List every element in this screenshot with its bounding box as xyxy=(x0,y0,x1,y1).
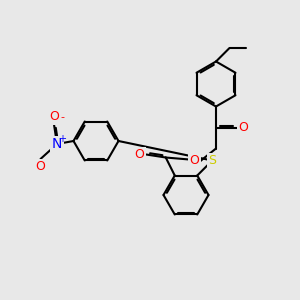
Text: O: O xyxy=(239,121,248,134)
Text: O: O xyxy=(49,110,59,124)
Text: N: N xyxy=(52,137,62,151)
Text: O: O xyxy=(190,154,199,167)
Text: +: + xyxy=(58,134,66,144)
Text: O: O xyxy=(135,148,145,161)
Text: O: O xyxy=(35,160,45,173)
Text: S: S xyxy=(208,154,216,167)
Text: -: - xyxy=(60,112,64,122)
